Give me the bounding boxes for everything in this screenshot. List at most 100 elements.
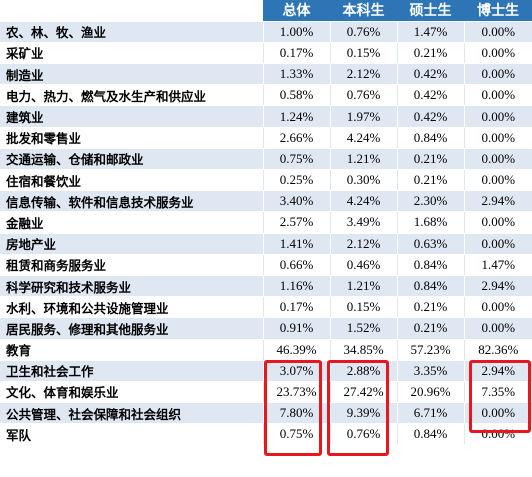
- value-undergraduate: 1.52%: [329, 317, 397, 340]
- value-doctoral: 0.00%: [463, 42, 532, 65]
- value-doctoral: 0.00%: [463, 63, 532, 86]
- value-master: 0.84%: [396, 254, 464, 276]
- industry-name: 教育: [0, 339, 263, 361]
- value-doctoral: 0.00%: [463, 233, 532, 255]
- header-row: 总体 本科生 硕士生 博士生: [0, 0, 532, 22]
- industry-name: 金融业: [0, 211, 263, 234]
- value-undergraduate: 0.46%: [329, 254, 397, 276]
- industry-name: 卫生和社会工作: [0, 360, 263, 382]
- value-total: 0.58%: [262, 84, 330, 107]
- value-doctoral: 0.00%: [463, 148, 532, 171]
- value-master: 0.84%: [396, 127, 464, 149]
- value-undergraduate: 34.85%: [329, 339, 397, 361]
- value-master: 0.21%: [396, 317, 464, 340]
- value-doctoral: 0.00%: [463, 211, 532, 234]
- table-row: 居民服务、修理和其他服务业 0.91% 1.52% 0.21% 0.00%: [0, 317, 532, 340]
- value-master: 0.42%: [396, 105, 464, 128]
- value-total: 0.17%: [262, 42, 330, 65]
- value-master: 57.23%: [396, 339, 464, 361]
- industry-name: 制造业: [0, 63, 263, 86]
- value-doctoral: 0.00%: [463, 127, 532, 149]
- table-row: 建筑业 1.24% 1.97% 0.42% 0.00%: [0, 105, 532, 128]
- value-doctoral: 0.00%: [463, 423, 532, 446]
- value-doctoral: 7.35%: [463, 381, 532, 404]
- industry-name: 房地产业: [0, 233, 263, 255]
- value-undergraduate: 0.76%: [329, 423, 397, 446]
- table-row: 卫生和社会工作 3.07% 2.88% 3.35% 2.94%: [0, 360, 532, 382]
- industry-name: 住宿和餐饮业: [0, 169, 263, 192]
- value-doctoral: 2.94%: [463, 190, 532, 213]
- industry-name: 居民服务、修理和其他服务业: [0, 317, 263, 340]
- value-undergraduate: 0.30%: [329, 169, 397, 192]
- industry-name: 租赁和商务服务业: [0, 254, 263, 276]
- value-undergraduate: 3.49%: [329, 211, 397, 234]
- value-master: 1.68%: [396, 211, 464, 234]
- value-undergraduate: 1.21%: [329, 148, 397, 171]
- value-undergraduate: 2.88%: [329, 360, 397, 382]
- value-undergraduate: 1.21%: [329, 275, 397, 298]
- table-row: 水利、环境和公共设施管理业 0.17% 0.15% 0.21% 0.00%: [0, 296, 532, 319]
- value-total: 0.75%: [262, 148, 330, 171]
- value-master: 0.63%: [396, 233, 464, 255]
- value-master: 0.42%: [396, 63, 464, 86]
- industry-name: 信息传输、软件和信息技术服务业: [0, 190, 263, 213]
- value-master: 20.96%: [396, 381, 464, 404]
- value-doctoral: 0.00%: [463, 21, 532, 43]
- value-total: 1.16%: [262, 275, 330, 298]
- value-undergraduate: 2.12%: [329, 233, 397, 255]
- value-master: 0.42%: [396, 84, 464, 107]
- value-master: 0.84%: [396, 423, 464, 446]
- table-row: 教育 46.39% 34.85% 57.23% 82.36%: [0, 339, 532, 361]
- value-total: 2.66%: [262, 127, 330, 149]
- table-row: 公共管理、社会保障和社会组织 7.80% 9.39% 6.71% 0.00%: [0, 402, 532, 425]
- value-master: 6.71%: [396, 402, 464, 425]
- table-row: 农、林、牧、渔业 1.00% 0.76% 1.47% 0.00%: [0, 21, 532, 43]
- employment-industry-table: 总体 本科生 硕士生 博士生 农、林、牧、渔业 1.00% 0.76% 1.47% 0.…: [0, 0, 532, 446]
- value-doctoral: 2.94%: [463, 360, 532, 382]
- table-row: 租赁和商务服务业 0.66% 0.46% 0.84% 1.47%: [0, 254, 532, 276]
- industry-name: 军队: [0, 423, 263, 446]
- value-doctoral: 0.00%: [463, 105, 532, 128]
- value-total: 0.75%: [262, 423, 330, 446]
- header-undergraduate: 本科生: [330, 0, 397, 22]
- industry-name: 公共管理、社会保障和社会组织: [0, 402, 263, 425]
- industry-name: 采矿业: [0, 42, 263, 65]
- value-undergraduate: 2.12%: [329, 63, 397, 86]
- value-total: 0.17%: [262, 296, 330, 319]
- value-doctoral: 2.94%: [463, 275, 532, 298]
- value-undergraduate: 0.76%: [329, 84, 397, 107]
- value-doctoral: 0.00%: [463, 402, 532, 425]
- table-row: 军队 0.75% 0.76% 0.84% 0.00%: [0, 423, 532, 446]
- value-undergraduate: 27.42%: [329, 381, 397, 404]
- table-row: 批发和零售业 2.66% 4.24% 0.84% 0.00%: [0, 127, 532, 149]
- value-doctoral: 82.36%: [463, 339, 532, 361]
- value-total: 1.24%: [262, 105, 330, 128]
- table-body: 农、林、牧、渔业 1.00% 0.76% 1.47% 0.00% 采矿业 0.17% 0.15…: [0, 21, 532, 446]
- value-undergraduate: 9.39%: [329, 402, 397, 425]
- value-master: 0.21%: [396, 148, 464, 171]
- value-master: 3.35%: [396, 360, 464, 382]
- header-total: 总体: [263, 0, 330, 22]
- industry-name: 水利、环境和公共设施管理业: [0, 296, 263, 319]
- industry-name: 电力、热力、燃气及水生产和供应业: [0, 84, 263, 107]
- value-total: 3.40%: [262, 190, 330, 213]
- value-master: 2.30%: [396, 190, 464, 213]
- table-row: 信息传输、软件和信息技术服务业 3.40% 4.24% 2.30% 2.94%: [0, 190, 532, 213]
- table-row: 交通运输、仓储和邮政业 0.75% 1.21% 0.21% 0.00%: [0, 148, 532, 171]
- value-doctoral: 0.00%: [463, 169, 532, 192]
- table-row: 采矿业 0.17% 0.15% 0.21% 0.00%: [0, 42, 532, 65]
- value-master: 0.21%: [396, 296, 464, 319]
- table-row: 制造业 1.33% 2.12% 0.42% 0.00%: [0, 63, 532, 86]
- table-row: 房地产业 1.41% 2.12% 0.63% 0.00%: [0, 233, 532, 255]
- value-undergraduate: 1.97%: [329, 105, 397, 128]
- value-master: 0.21%: [396, 169, 464, 192]
- value-doctoral: 0.00%: [463, 84, 532, 107]
- value-total: 0.66%: [262, 254, 330, 276]
- table-row: 住宿和餐饮业 0.25% 0.30% 0.21% 0.00%: [0, 169, 532, 192]
- value-undergraduate: 0.15%: [329, 296, 397, 319]
- industry-name: 交通运输、仓储和邮政业: [0, 148, 263, 171]
- industry-name: 文化、体育和娱乐业: [0, 381, 263, 404]
- header-corner: [0, 0, 263, 22]
- table-row: 文化、体育和娱乐业 23.73% 27.42% 20.96% 7.35%: [0, 381, 532, 404]
- value-undergraduate: 4.24%: [329, 190, 397, 213]
